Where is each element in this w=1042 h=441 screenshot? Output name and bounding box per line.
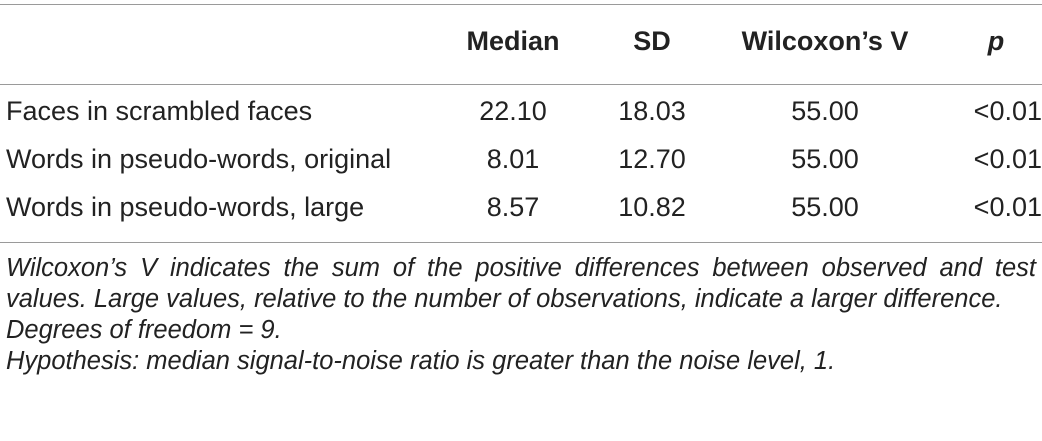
footnote-wilcoxon-definition: Wilcoxon’s V indicates the sum of the po… xyxy=(6,254,1036,313)
cell-p: <0.01 xyxy=(973,96,1042,126)
table-bottom-rule xyxy=(0,242,1042,243)
cell-wilcoxon: 55.00 xyxy=(791,96,859,126)
row-label: Words in pseudo-words, original xyxy=(6,144,392,174)
header-median: Median xyxy=(466,26,560,56)
header-wilcoxon: Wilcoxon’s V xyxy=(741,26,909,56)
cell-sd: 18.03 xyxy=(618,96,686,126)
cell-median: 8.57 xyxy=(486,192,540,222)
cell-wilcoxon: 55.00 xyxy=(791,192,859,222)
table-top-rule xyxy=(0,4,1042,5)
header-p: p xyxy=(987,26,1005,56)
cell-sd: 12.70 xyxy=(618,144,686,174)
table-footnotes: Wilcoxon’s V indicates the sum of the po… xyxy=(6,253,1036,377)
cell-p: <0.01 xyxy=(973,144,1042,174)
table-header-rule xyxy=(0,84,1042,85)
cell-p: <0.01 xyxy=(973,192,1042,222)
row-label: Words in pseudo-words, large xyxy=(6,192,365,222)
header-sd: SD xyxy=(633,26,671,56)
cell-median: 8.01 xyxy=(486,144,540,174)
footnote-degrees-of-freedom: Degrees of freedom = 9. xyxy=(6,316,282,344)
cell-wilcoxon: 55.00 xyxy=(791,144,859,174)
row-label: Faces in scrambled faces xyxy=(6,96,313,126)
cell-sd: 10.82 xyxy=(618,192,686,222)
footnote-hypothesis: Hypothesis: median signal-to-noise ratio… xyxy=(6,347,836,375)
cell-median: 22.10 xyxy=(479,96,547,126)
